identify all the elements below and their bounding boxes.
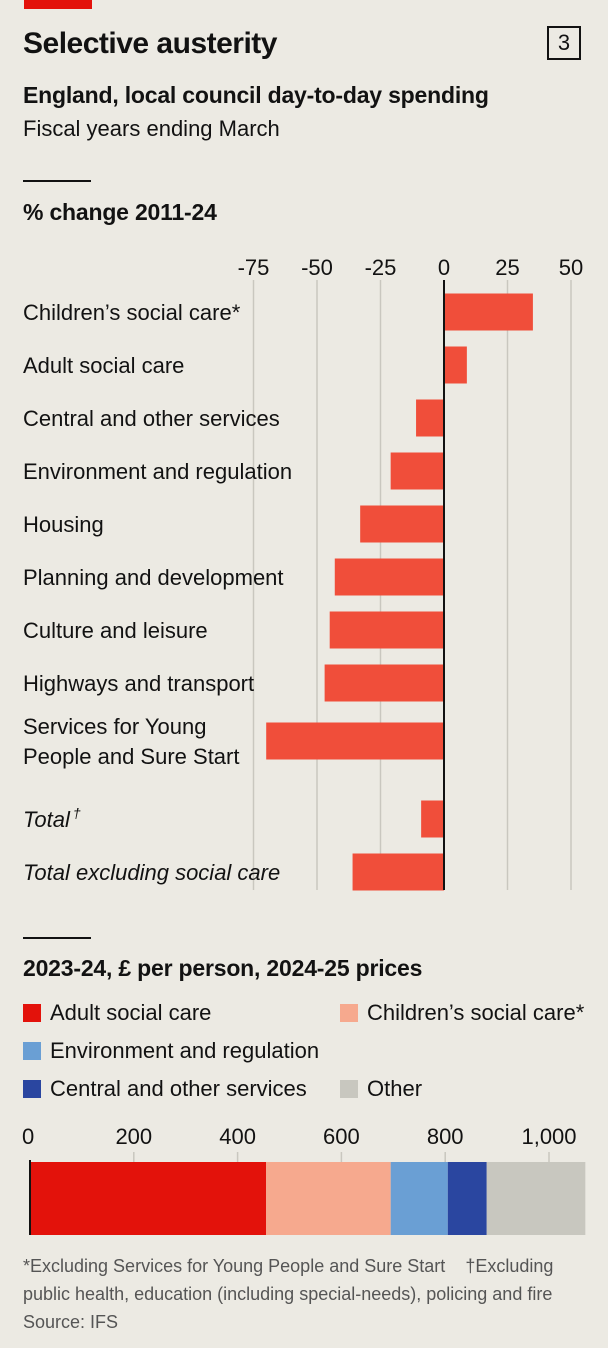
stack-segment (486, 1162, 586, 1235)
category-label: Highways and transport (23, 671, 254, 696)
per-person-stacked-bar: 0 200 400 600 800 1,000 (22, 1124, 586, 1235)
x-tick-label: 400 (219, 1124, 256, 1149)
legend-label: Children’s social care* (367, 1000, 585, 1025)
category-label: Children’s social care* (23, 300, 241, 325)
legend-swatch (23, 1042, 41, 1060)
legend-label: Adult social care (50, 1000, 212, 1025)
x-tick-label: 50 (559, 255, 583, 280)
bar (329, 611, 444, 649)
chart-subsubtitle: Fiscal years ending March (23, 116, 280, 141)
legend-item-other: Other (340, 1076, 422, 1102)
x-tick-label: 0 (22, 1124, 34, 1149)
category-label: People and Sure Start (23, 744, 239, 769)
stack-segment (447, 1162, 487, 1235)
stacked-legend: Adult social care Children’s social care… (23, 1000, 608, 1110)
stacked-chart-title: 2023-24, £ per person, 2024-25 prices (23, 955, 423, 981)
stack-segment (266, 1162, 391, 1235)
legend-swatch (340, 1080, 358, 1098)
x-tick-label: 1,000 (521, 1124, 576, 1149)
legend-swatch (23, 1004, 41, 1022)
bar (324, 664, 444, 702)
chart-subtitle: England, local council day-to-day spendi… (23, 82, 489, 108)
footnote-1: *Excluding Services for Young People and… (23, 1256, 446, 1276)
brand-accent-bar (24, 0, 92, 9)
x-tick-label: 800 (427, 1124, 464, 1149)
category-label: Services for Young (23, 714, 206, 739)
bar (444, 346, 467, 384)
legend-swatch (340, 1004, 358, 1022)
x-tick-label: -50 (301, 255, 333, 280)
bar-chart-title: % change 2011-24 (23, 199, 217, 225)
category-label: Central and other services (23, 406, 280, 431)
stack-segment (30, 1162, 267, 1235)
category-label: Adult social care (23, 353, 184, 378)
footnotes: *Excluding Services for Young People and… (23, 1252, 593, 1336)
legend-label: Environment and regulation (50, 1038, 320, 1063)
bar (352, 853, 444, 891)
footnote-2: †Excluding public health, education (inc… (23, 1256, 554, 1304)
percent-change-bar-chart: -75 -50 -25 0 25 50 Children’s social care* Adu… (23, 255, 583, 891)
bar (444, 293, 533, 331)
legend-item-adult-social-care: Adult social care (23, 1000, 211, 1026)
x-tick-label: 25 (495, 255, 519, 280)
bar (416, 399, 444, 437)
category-label: Culture and leisure (23, 618, 208, 643)
stack-segment (390, 1162, 448, 1235)
legend-item-central-other-services: Central and other services (23, 1076, 307, 1102)
chart-number-badge: 3 (547, 26, 581, 60)
category-label: Planning and development (23, 565, 284, 590)
bar (421, 800, 444, 838)
category-label: Environment and regulation (23, 459, 292, 484)
legend-label: Central and other services (50, 1076, 307, 1101)
x-tick-label: -25 (365, 255, 397, 280)
source-note: Source: IFS (23, 1312, 119, 1332)
x-tick-label: 200 (115, 1124, 152, 1149)
legend-item-childrens-social-care: Children’s social care* (340, 1000, 584, 1026)
bar (360, 505, 444, 543)
bar (334, 558, 444, 596)
section-rule (23, 937, 91, 939)
legend-label: Other (367, 1076, 423, 1101)
legend-item-environment-regulation: Environment and regulation (23, 1038, 319, 1064)
section-rule (23, 180, 91, 182)
legend-swatch (23, 1080, 41, 1098)
category-label: Total excluding social care (23, 860, 280, 885)
x-tick-label: 600 (323, 1124, 360, 1149)
bar (390, 452, 444, 490)
category-label: Total † (23, 805, 81, 832)
chart-title: Selective austerity (23, 27, 277, 60)
x-tick-label: -75 (238, 255, 270, 280)
bar (266, 722, 444, 760)
category-label: Housing (23, 512, 104, 537)
x-tick-label: 0 (438, 255, 450, 280)
